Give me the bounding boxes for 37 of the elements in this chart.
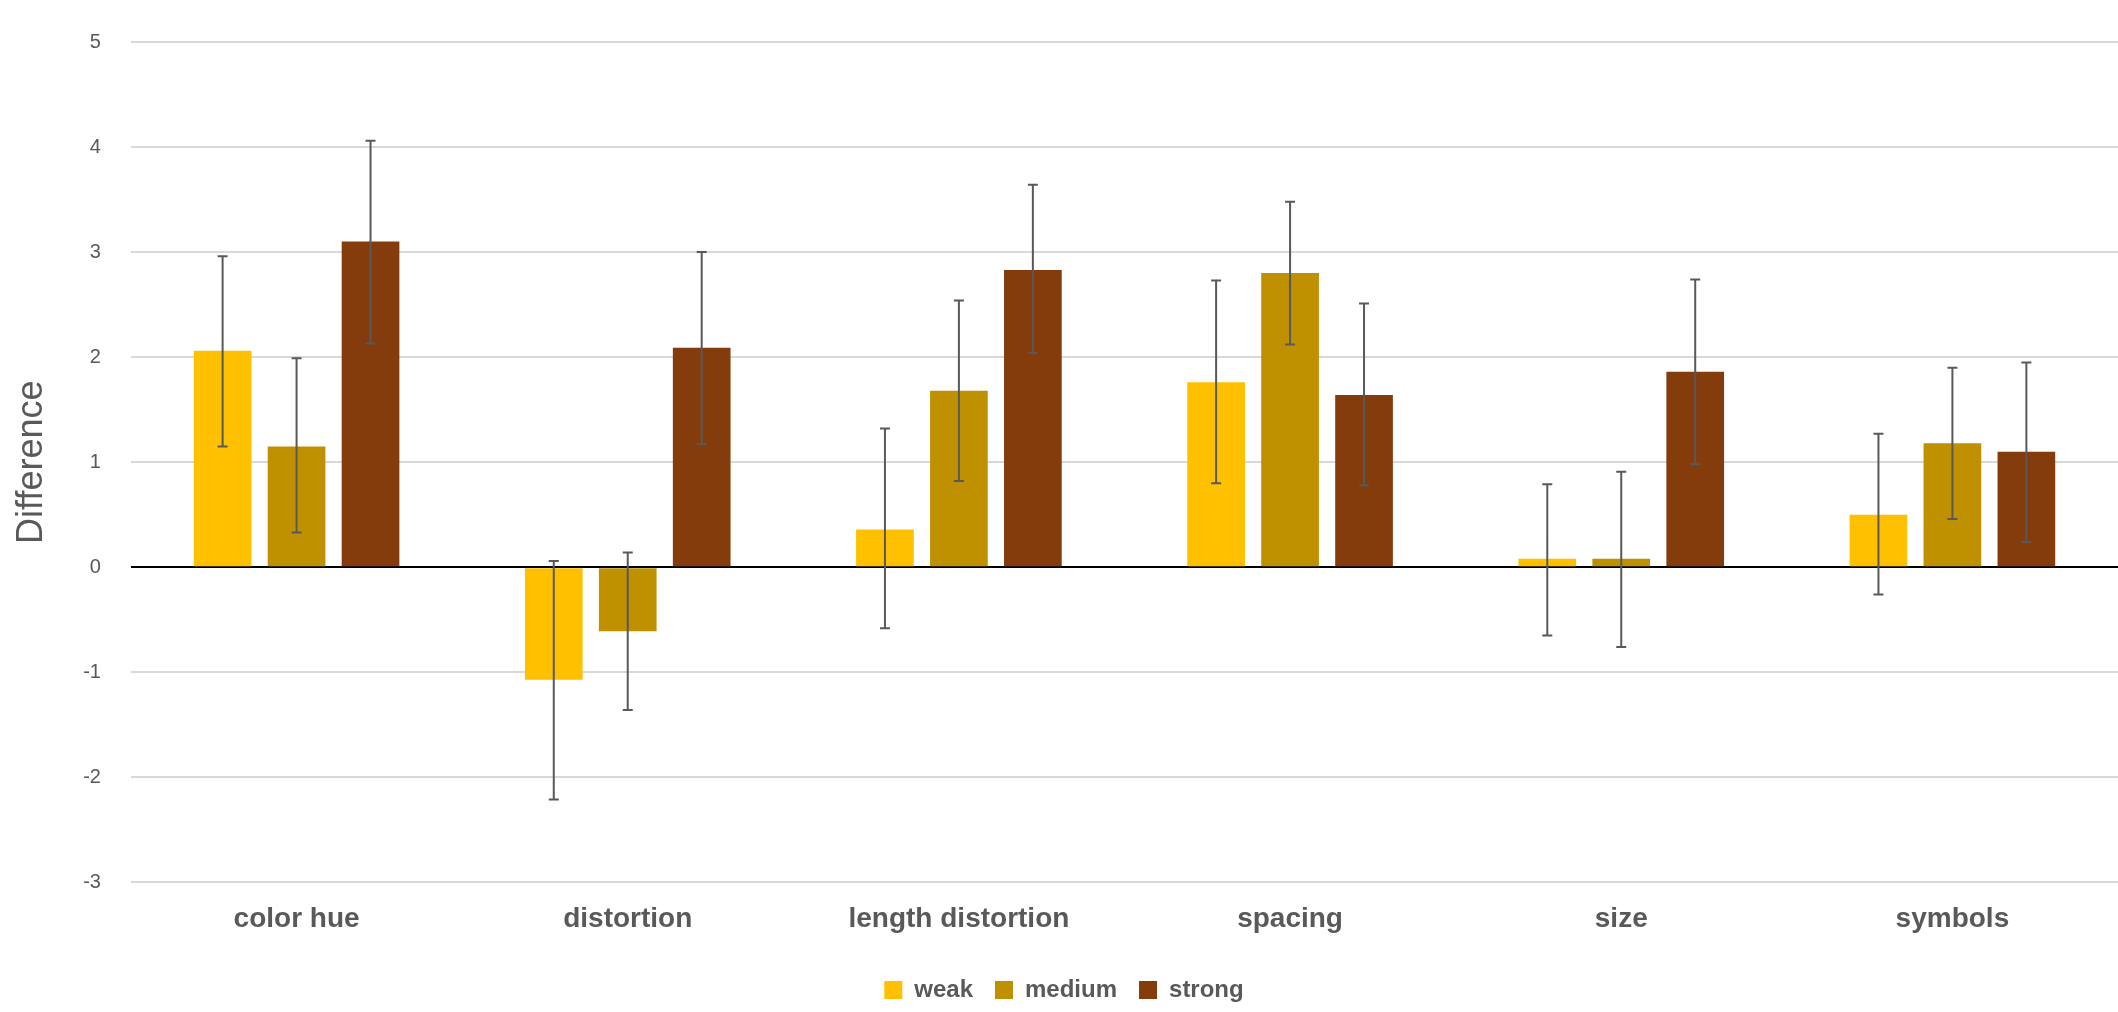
y-tick-label: -2 bbox=[83, 764, 101, 787]
bar bbox=[1997, 451, 2056, 567]
x-tick-label: size bbox=[1594, 901, 1648, 933]
legend-label: weak bbox=[913, 974, 974, 1002]
x-tick-label: symbols bbox=[1895, 901, 2010, 933]
bar bbox=[1261, 273, 1319, 567]
legend-label: medium bbox=[1025, 974, 1118, 1002]
x-tick-label: length distortion bbox=[848, 901, 1070, 933]
x-tick-label: distortion bbox=[563, 901, 693, 933]
bar bbox=[524, 568, 583, 680]
y-tick-label: 0 bbox=[89, 554, 101, 577]
bar bbox=[930, 390, 988, 567]
bar bbox=[1849, 514, 1908, 567]
bar bbox=[1187, 382, 1245, 567]
bar bbox=[598, 568, 657, 632]
y-tick-label: 3 bbox=[89, 239, 101, 262]
y-tick-label: 4 bbox=[89, 134, 101, 157]
x-tick-label: spacing bbox=[1237, 901, 1343, 933]
bar bbox=[1335, 394, 1393, 567]
bar bbox=[341, 241, 400, 567]
bar bbox=[267, 446, 326, 567]
bar bbox=[1592, 558, 1651, 567]
bar bbox=[1923, 443, 1982, 567]
bar bbox=[1666, 371, 1725, 567]
y-tick-label: -1 bbox=[83, 659, 101, 682]
bar bbox=[193, 350, 252, 567]
y-tick-label: 1 bbox=[89, 449, 101, 472]
y-tick-label: 5 bbox=[89, 29, 101, 52]
y-tick-label: -3 bbox=[83, 869, 101, 892]
bar bbox=[856, 529, 914, 567]
bar bbox=[1004, 269, 1062, 567]
y-axis-title: Difference bbox=[8, 380, 50, 544]
legend-label: strong bbox=[1169, 974, 1244, 1002]
y-tick-label: 2 bbox=[89, 344, 101, 367]
x-tick-label: color hue bbox=[233, 901, 360, 933]
bar bbox=[1518, 558, 1577, 567]
bar bbox=[672, 347, 731, 567]
